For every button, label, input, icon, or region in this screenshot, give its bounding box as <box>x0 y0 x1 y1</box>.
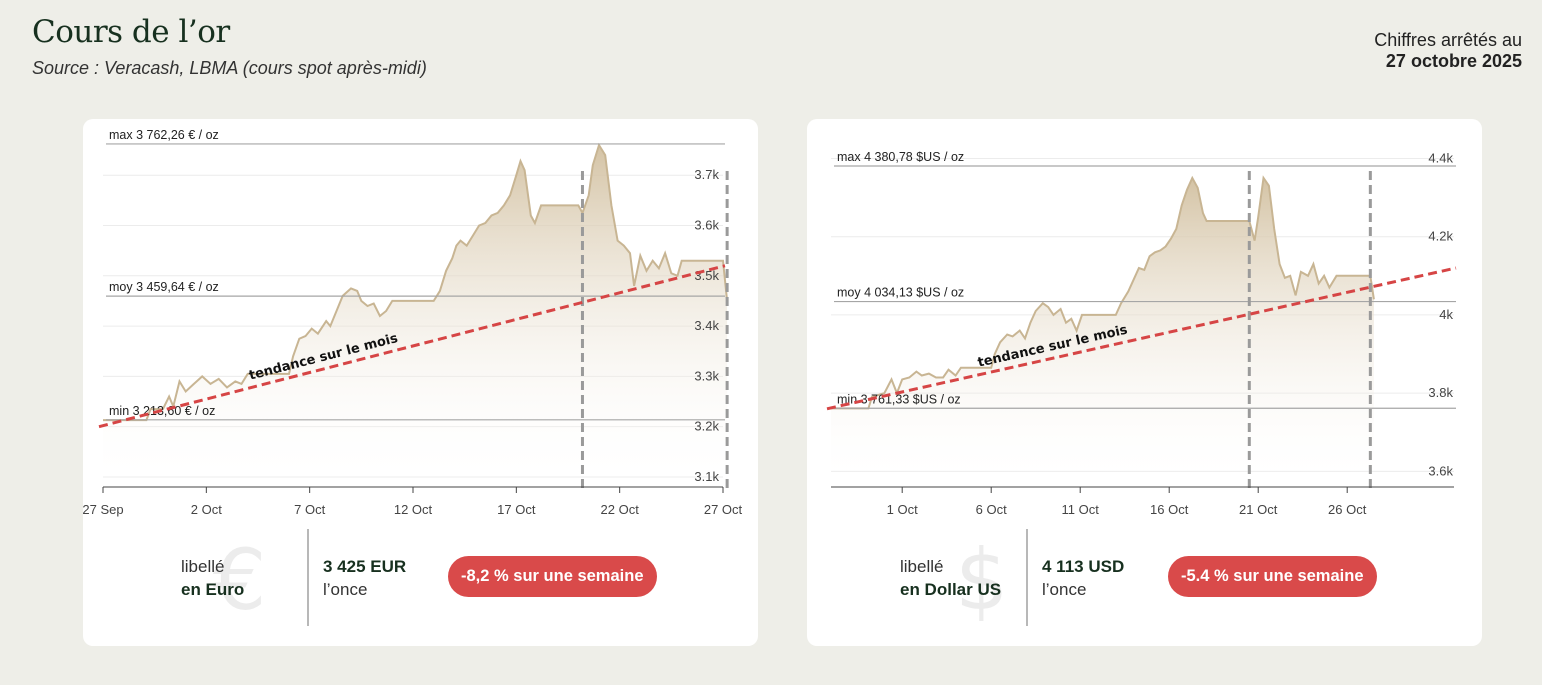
y-tick-label: 3.5k <box>694 268 719 283</box>
chart-card-dollar: max 4 380,78 $US / oz moy 4 034,13 $US / … <box>807 119 1482 646</box>
dollar-symbol-icon: $ <box>955 531 1009 629</box>
x-tick-label: 27 Sep <box>83 502 124 517</box>
y-tick-label: 3.6k <box>694 218 719 233</box>
price-line <box>830 175 1375 410</box>
min-label: min 3 213,60 € / oz <box>109 404 215 418</box>
min-label: min 3 761,33 $US / oz <box>837 392 961 406</box>
euro-symbol-icon: € <box>213 531 267 629</box>
max-label: max 4 380,78 $US / oz <box>837 150 964 164</box>
max-label: max 3 762,26 € / oz <box>109 128 219 142</box>
price-line <box>102 142 729 422</box>
price-unit: l’once <box>323 580 368 599</box>
as-of-date: 27 octobre 2025 <box>1385 51 1522 71</box>
x-tick-label: 6 Oct <box>976 502 1007 517</box>
currency-label: libellé en Euro <box>181 555 244 601</box>
divider <box>1026 529 1028 626</box>
price-unit: l’once <box>1042 580 1087 599</box>
trend-line <box>98 264 726 429</box>
x-tick-label: 17 Oct <box>497 502 536 517</box>
x-tick-label: 11 Oct <box>1062 502 1100 517</box>
currency-label: libellé en Dollar US <box>900 555 1001 601</box>
y-tick-label: 3.8k <box>1428 385 1453 400</box>
libelle-text: libellé <box>181 557 225 576</box>
x-tick-label: 22 Oct <box>601 502 640 517</box>
chart-card-euro: max 3 762,26 € / oz moy 3 459,64 € / oz mi… <box>83 119 758 646</box>
x-tick-label: 12 Oct <box>394 502 433 517</box>
y-tick-label: 3.2k <box>694 419 719 434</box>
source-note: Source : Veracash, LBMA (cours spot aprè… <box>32 58 427 78</box>
y-tick-label: 3.3k <box>694 368 719 383</box>
price-value: 4 113 USD <box>1042 557 1125 576</box>
card-footer-euro: € libellé en Euro 3 425 EUR l’once -8,2 … <box>83 529 758 629</box>
currency-name: en Dollar US <box>900 580 1002 599</box>
price-block: 3 425 EUR l’once <box>323 555 406 601</box>
moy-label: moy 4 034,13 $US / oz <box>837 286 964 300</box>
y-tick-label: 3.1k <box>694 469 719 484</box>
x-tick-label: 27 Oct <box>704 502 743 517</box>
price-area <box>103 145 728 487</box>
y-tick-label: 3.4k <box>694 318 719 333</box>
y-tick-label: 4k <box>1439 307 1453 322</box>
gold-price-chart-euro: max 3 762,26 € / oz moy 3 459,64 € / oz mi… <box>83 128 743 517</box>
x-tick-label: 1 Oct <box>887 502 918 517</box>
y-tick-label: 3.6k <box>1428 463 1453 478</box>
as-of-label: Chiffres arrêtés au <box>1374 30 1522 50</box>
gold-price-chart-dollar: max 4 380,78 $US / oz moy 4 034,13 $US / … <box>826 150 1457 517</box>
y-tick-label: 4.4k <box>1428 150 1453 165</box>
x-tick-label: 7 Oct <box>294 502 325 517</box>
divider <box>307 529 309 626</box>
x-tick-label: 26 Oct <box>1328 502 1367 517</box>
x-tick-label: 21 Oct <box>1239 502 1278 517</box>
weekly-change-badge: -8,2 % sur une semaine <box>448 556 657 597</box>
currency-name: en Euro <box>181 580 245 599</box>
card-footer-dollar: $ libellé en Dollar US 4 113 USD l’once … <box>807 529 1482 629</box>
y-tick-label: 3.7k <box>694 167 719 182</box>
trend-line <box>826 266 1457 411</box>
price-block: 4 113 USD l’once <box>1042 555 1124 601</box>
page-title: Cours de l’or <box>32 14 230 50</box>
libelle-text: libellé <box>900 557 944 576</box>
price-value: 3 425 EUR <box>323 557 407 576</box>
weekly-change-badge: -5.4 % sur une semaine <box>1168 556 1377 597</box>
moy-label: moy 3 459,64 € / oz <box>109 280 219 294</box>
x-tick-label: 16 Oct <box>1150 502 1189 517</box>
x-tick-label: 2 Oct <box>191 502 222 517</box>
y-tick-label: 4.2k <box>1428 229 1453 244</box>
price-area <box>831 178 1374 487</box>
as-of-date-block: Chiffres arrêtés au 27 octobre 2025 <box>1374 30 1522 72</box>
